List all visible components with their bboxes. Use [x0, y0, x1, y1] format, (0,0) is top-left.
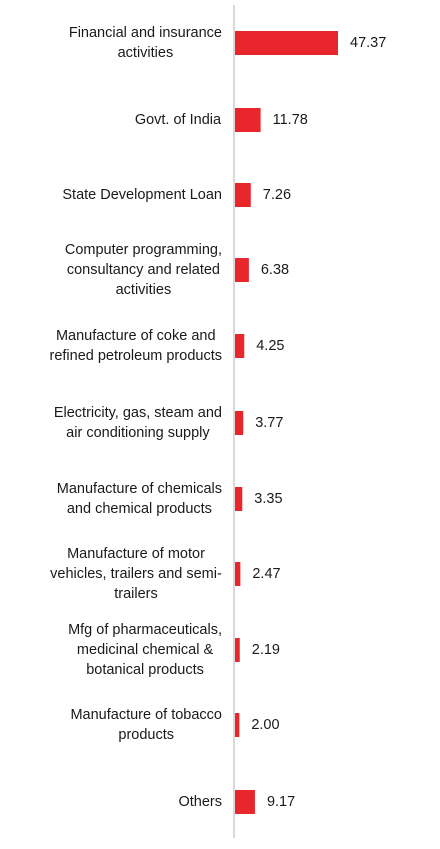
value-label: 3.77 — [255, 415, 283, 431]
bar — [235, 108, 261, 132]
category-label-line: activities — [116, 282, 172, 298]
category-label-line: State Development Loan — [62, 187, 222, 203]
category-label-line: Govt. of India — [135, 112, 222, 128]
category-label-line: Manufacture of coke and — [56, 328, 216, 344]
category-label-line: products — [118, 727, 174, 743]
bar — [235, 713, 240, 737]
bar — [235, 258, 249, 282]
category-label-line: Others — [178, 794, 222, 810]
category-label-line: air conditioning supply — [66, 425, 210, 441]
bar — [235, 562, 241, 586]
category-label-line: botanical products — [86, 662, 204, 678]
value-label: 2.00 — [251, 717, 279, 733]
value-labels-group: 47.37 11.78 7.26 6.38 4.25 3.77 3.35 2.47 2.19 2.… — [251, 35, 386, 810]
category-label: Electricity, gas, steam and air condition… — [54, 405, 222, 441]
category-label-line: refined petroleum products — [50, 348, 223, 364]
category-label: Manufacture of coke and refined petroleum… — [50, 328, 223, 364]
category-label-line: activities — [118, 45, 174, 61]
value-label: 11.78 — [273, 112, 308, 128]
category-label: State Development Loan — [62, 187, 222, 203]
value-label: 9.17 — [267, 794, 295, 810]
category-label-line: and chemical products — [67, 501, 212, 517]
value-label: 3.35 — [254, 491, 282, 507]
bars-group — [235, 31, 338, 814]
category-label-line: Financial and insurance — [69, 25, 222, 41]
bar — [235, 411, 244, 435]
category-label: Others — [178, 794, 222, 810]
bar — [235, 790, 255, 814]
category-label: Govt. of India — [135, 112, 222, 128]
category-label: Financial and insurance activities — [69, 25, 222, 61]
category-label: Manufacture of motor vehicles, trailers a… — [50, 546, 222, 602]
category-label-line: Manufacture of tobacco — [70, 707, 222, 723]
bar — [235, 334, 245, 358]
category-label: Computer programming, consultancy and rel… — [65, 242, 222, 298]
category-label-line: Electricity, gas, steam and — [54, 405, 222, 421]
value-label: 47.37 — [350, 35, 386, 51]
category-label: Manufacture of chemicals and chemical pro… — [57, 481, 222, 517]
value-label: 4.25 — [256, 338, 284, 354]
bar — [235, 487, 243, 511]
value-label: 2.19 — [252, 642, 280, 658]
category-label-line: vehicles, trailers and semi- — [50, 566, 222, 582]
bar — [235, 183, 251, 207]
category-label-line: Manufacture of motor — [67, 546, 205, 562]
category-label: Manufacture of tobacco products — [70, 707, 222, 743]
category-label-line: trailers — [114, 586, 158, 602]
category-label-line: Manufacture of chemicals — [57, 481, 222, 497]
category-label-line: consultancy and related — [67, 262, 220, 278]
value-label: 7.26 — [263, 187, 291, 203]
category-label-line: Mfg of pharmaceuticals, — [68, 622, 222, 638]
category-label-line: medicinal chemical & — [77, 642, 214, 658]
value-label: 6.38 — [261, 262, 289, 278]
category-labels-group: Financial and insurance activities Govt. o… — [50, 25, 223, 810]
value-label: 2.47 — [252, 566, 280, 582]
category-label: Mfg of pharmaceuticals, medicinal chemica… — [68, 622, 222, 678]
bar — [235, 31, 338, 55]
category-label-line: Computer programming, — [65, 242, 222, 258]
bar — [235, 638, 240, 662]
